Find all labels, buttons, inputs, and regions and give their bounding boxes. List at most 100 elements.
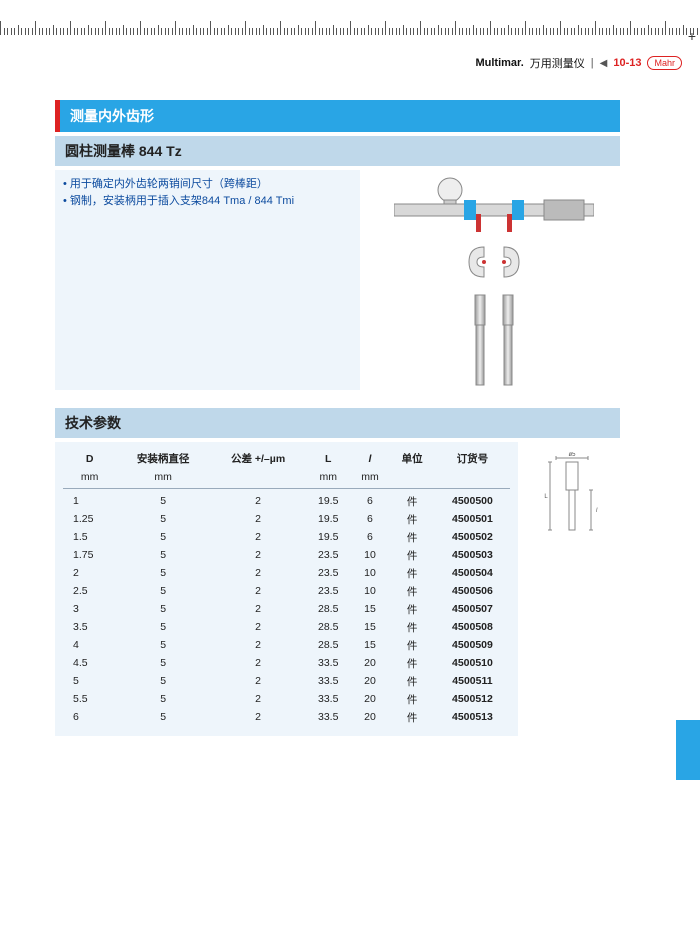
svg-text:l: l — [596, 508, 598, 514]
cell-d: 6 — [63, 708, 116, 726]
cell-l-big: 19.5 — [306, 488, 350, 510]
cell-d: 4 — [63, 636, 116, 654]
rods-illustration — [459, 290, 529, 390]
plus-mark: + — [688, 28, 696, 44]
cell-l-big: 23.5 — [306, 564, 350, 582]
cell-shaft: 5 — [116, 528, 210, 546]
spec-table-box: D 安装柄直径 公差 +/–µm L l 单位 订货号 mm mm mm mm — [55, 442, 518, 736]
cell-l-big: 33.5 — [306, 708, 350, 726]
cell-l-big: 33.5 — [306, 690, 350, 708]
cell-tol: 2 — [210, 528, 306, 546]
cell-tol: 2 — [210, 654, 306, 672]
title-sub: 圆柱测量棒 844 Tz — [55, 136, 620, 166]
svg-text:L: L — [544, 494, 548, 500]
table-row: 5.55233.520件4500512 — [63, 690, 510, 708]
header-separator: | — [591, 57, 594, 69]
table-row: 1.255219.56件4500501 — [63, 510, 510, 528]
unit-tol — [210, 469, 306, 488]
table-units-row: mm mm mm mm — [63, 469, 510, 488]
cell-l-small: 20 — [350, 690, 389, 708]
table-row: 1.755223.510件4500503 — [63, 546, 510, 564]
cell-unit: 件 — [390, 510, 435, 528]
table-row: 2.55223.510件4500506 — [63, 582, 510, 600]
table-row: 15219.56件4500500 — [63, 488, 510, 510]
title-main: 测量内外齿形 — [55, 100, 620, 132]
cell-unit: 件 — [390, 690, 435, 708]
table-header-row: D 安装柄直径 公差 +/–µm L l 单位 订货号 — [63, 448, 510, 469]
cell-order: 4500511 — [435, 672, 511, 690]
cell-order: 4500512 — [435, 690, 511, 708]
cell-l-small: 6 — [350, 510, 389, 528]
cell-unit: 件 — [390, 582, 435, 600]
spec-table: D 安装柄直径 公差 +/–µm L l 单位 订货号 mm mm mm mm — [63, 448, 510, 726]
cell-d: 5 — [63, 672, 116, 690]
cell-shaft: 5 — [116, 488, 210, 510]
cell-shaft: 5 — [116, 672, 210, 690]
cell-tol: 2 — [210, 636, 306, 654]
cell-d: 1.25 — [63, 510, 116, 528]
svg-text:ø5: ø5 — [569, 452, 577, 458]
cell-l-big: 19.5 — [306, 510, 350, 528]
cell-order: 4500508 — [435, 618, 511, 636]
cell-d: 1.5 — [63, 528, 116, 546]
cell-tol: 2 — [210, 690, 306, 708]
cell-unit: 件 — [390, 564, 435, 582]
cell-unit: 件 — [390, 636, 435, 654]
col-l-big: L — [306, 448, 350, 469]
header-brand: Multimar. — [475, 57, 523, 69]
cell-l-big: 33.5 — [306, 654, 350, 672]
jaws-illustration — [459, 242, 529, 282]
cell-l-small: 15 — [350, 636, 389, 654]
cell-tol: 2 — [210, 708, 306, 726]
cell-order: 4500506 — [435, 582, 511, 600]
cell-l-big: 23.5 — [306, 582, 350, 600]
side-tab — [676, 720, 700, 780]
spec-wrap: D 安装柄直径 公差 +/–µm L l 单位 订货号 mm mm mm mm — [55, 442, 620, 736]
mahr-badge: Mahr — [647, 56, 682, 70]
cell-tol: 2 — [210, 600, 306, 618]
table-row: 3.55228.515件4500508 — [63, 618, 510, 636]
table-row: 25223.510件4500504 — [63, 564, 510, 582]
cell-d: 2 — [63, 564, 116, 582]
cell-d: 2.5 — [63, 582, 116, 600]
unit-order — [435, 469, 511, 488]
cell-order: 4500509 — [435, 636, 511, 654]
cell-shaft: 5 — [116, 564, 210, 582]
cell-unit: 件 — [390, 708, 435, 726]
cell-unit: 件 — [390, 600, 435, 618]
desc-line-2: • 钢制，安装柄用于插入支架844 Tma / 844 Tmi — [63, 193, 352, 210]
cell-order: 4500500 — [435, 488, 511, 510]
col-d: D — [63, 448, 116, 469]
cell-order: 4500507 — [435, 600, 511, 618]
table-row: 4.55233.520件4500510 — [63, 654, 510, 672]
cell-shaft: 5 — [116, 618, 210, 636]
cell-l-big: 33.5 — [306, 672, 350, 690]
col-shaft: 安装柄直径 — [116, 448, 210, 469]
cell-d: 3 — [63, 600, 116, 618]
cell-l-small: 6 — [350, 488, 389, 510]
col-l-small: l — [350, 448, 389, 469]
cell-l-big: 28.5 — [306, 636, 350, 654]
cell-unit: 件 — [390, 672, 435, 690]
cell-order: 4500501 — [435, 510, 511, 528]
cell-order: 4500502 — [435, 528, 511, 546]
page-header: Multimar. 万用测量仪 | ◀ 10-13 Mahr — [0, 55, 700, 71]
triangle-icon: ◀ — [600, 58, 608, 69]
cell-tol: 2 — [210, 546, 306, 564]
cell-l-small: 15 — [350, 618, 389, 636]
col-order: 订货号 — [435, 448, 511, 469]
unit-l-small: mm — [350, 469, 389, 488]
cell-l-small: 15 — [350, 600, 389, 618]
desc-line-1: • 用于确定内外齿轮两销间尺寸（跨棒距） — [63, 176, 352, 193]
cell-tol: 2 — [210, 618, 306, 636]
unit-l-big: mm — [306, 469, 350, 488]
cell-unit: 件 — [390, 654, 435, 672]
cell-order: 4500503 — [435, 546, 511, 564]
cell-d: 3.5 — [63, 618, 116, 636]
cell-l-big: 23.5 — [306, 546, 350, 564]
cell-unit: 件 — [390, 618, 435, 636]
cell-tol: 2 — [210, 582, 306, 600]
table-row: 45228.515件4500509 — [63, 636, 510, 654]
header-code: 10-13 — [613, 57, 641, 69]
cell-l-big: 28.5 — [306, 600, 350, 618]
